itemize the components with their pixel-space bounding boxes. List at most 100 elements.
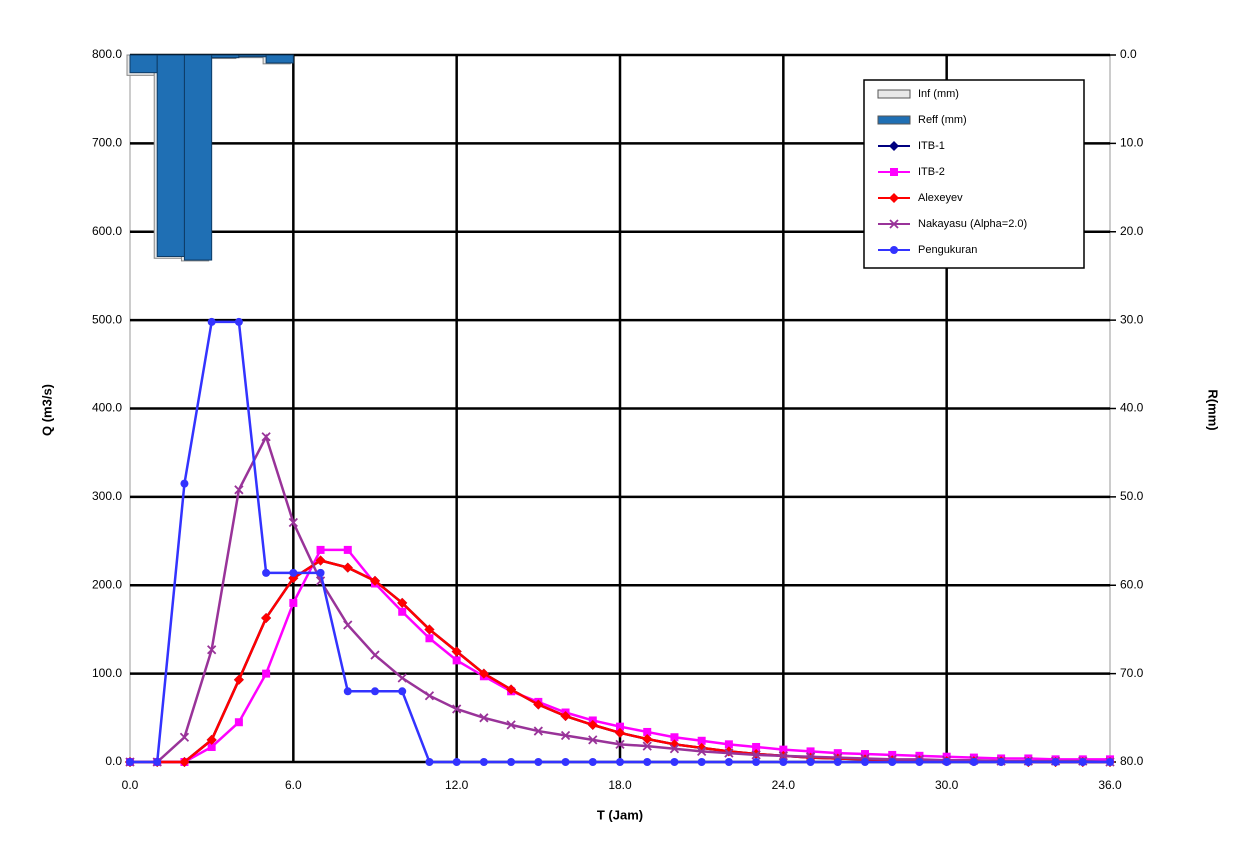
marker [560, 730, 571, 741]
legend-label: ITB-2 [918, 166, 945, 178]
marker [234, 718, 243, 727]
marker [479, 713, 489, 723]
y-tick-label: 400.0 [92, 401, 122, 415]
marker [533, 726, 543, 736]
marker [752, 758, 761, 766]
marker [642, 741, 652, 751]
marker [289, 568, 298, 577]
marker [479, 758, 488, 766]
legend-label: Reff (mm) [918, 114, 967, 126]
bar [156, 54, 185, 257]
marker [261, 432, 271, 442]
marker [697, 736, 706, 745]
marker [370, 575, 380, 586]
marker [342, 562, 353, 573]
marker [398, 687, 407, 696]
marker [316, 568, 325, 577]
y2-tick-label: 70.0 [1120, 666, 1144, 680]
marker [452, 758, 461, 766]
marker [697, 746, 707, 757]
marker [724, 748, 734, 758]
marker [889, 141, 899, 151]
marker [1051, 758, 1060, 766]
y-tick-label: 200.0 [92, 577, 122, 591]
marker [806, 758, 815, 766]
y-tick-label: 700.0 [92, 136, 122, 150]
marker [398, 607, 407, 616]
x-tick-label: 36.0 [1098, 778, 1122, 792]
marker [289, 598, 298, 607]
marker [506, 720, 516, 730]
marker [588, 758, 597, 766]
marker [343, 687, 352, 696]
marker [861, 750, 869, 759]
marker [779, 758, 788, 766]
marker [724, 740, 733, 749]
marker [180, 479, 189, 488]
marker [752, 742, 761, 751]
y-axis-title: Q (m3/s) [39, 384, 54, 436]
marker [1024, 758, 1033, 766]
marker [724, 758, 733, 766]
legend-label: Pengukuran [918, 244, 977, 256]
marker [506, 684, 517, 695]
marker [315, 555, 326, 566]
y2-tick-label: 60.0 [1120, 577, 1144, 591]
marker [207, 645, 217, 655]
marker [288, 517, 298, 528]
marker [207, 317, 216, 326]
marker [642, 734, 653, 745]
marker [179, 757, 190, 767]
x-tick-label: 12.0 [445, 778, 469, 792]
legend-label: ITB-1 [918, 140, 945, 152]
x-tick-label: 30.0 [935, 778, 959, 792]
x-tick-label: 6.0 [285, 778, 302, 792]
marker [126, 758, 134, 766]
marker [969, 758, 978, 766]
marker [206, 734, 217, 745]
marker [370, 650, 380, 660]
legend-label: Nakayasu (Alpha=2.0) [918, 218, 1027, 230]
marker [669, 744, 680, 754]
marker [343, 620, 353, 630]
marker [397, 597, 408, 608]
marker [262, 568, 271, 577]
marker [751, 750, 761, 760]
y-tick-label: 800.0 [92, 47, 122, 61]
x-axis-title: T (Jam) [597, 807, 643, 822]
bar [129, 54, 158, 74]
marker [697, 758, 706, 766]
marker [262, 669, 271, 678]
marker [778, 751, 788, 761]
marker [560, 711, 571, 722]
y-tick-label: 100.0 [92, 666, 122, 680]
legend-box [863, 79, 1085, 269]
legend-swatch [877, 89, 911, 99]
marker [1106, 758, 1114, 766]
marker [997, 758, 1006, 766]
marker [533, 699, 544, 710]
y2-tick-label: 50.0 [1120, 489, 1144, 503]
marker [534, 758, 543, 766]
marker [451, 646, 462, 657]
y2-tick-label: 40.0 [1120, 401, 1144, 415]
marker [861, 758, 869, 766]
marker [889, 219, 899, 229]
marker [452, 704, 462, 714]
y-tick-label: 0.0 [105, 754, 122, 768]
legend-label: Inf (mm) [918, 88, 959, 100]
marker [890, 168, 898, 176]
marker [615, 727, 625, 738]
marker [507, 758, 516, 766]
marker [316, 545, 325, 554]
bar [183, 54, 213, 261]
marker [615, 739, 625, 749]
y-tick-label: 300.0 [92, 489, 122, 503]
marker [670, 758, 679, 766]
marker [833, 758, 842, 766]
marker [888, 750, 897, 759]
marker [1078, 758, 1087, 766]
bar [238, 54, 267, 58]
legend-label: Alexeyev [918, 192, 963, 204]
marker [779, 745, 788, 754]
